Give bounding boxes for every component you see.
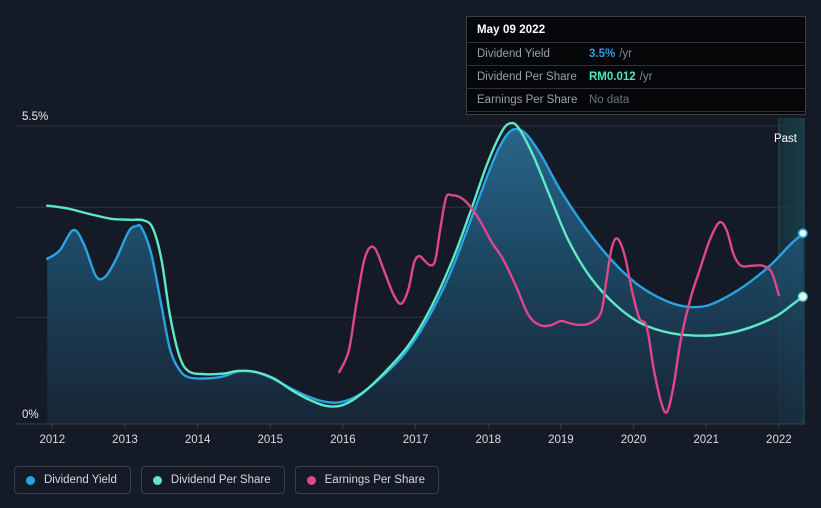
tooltip-row-label: Dividend Yield	[477, 48, 550, 60]
series-lines	[46, 121, 805, 414]
legend-item-label: Dividend Yield	[44, 474, 117, 486]
legend-item-label: Earnings Per Share	[324, 474, 425, 486]
series-end-markers	[797, 228, 808, 302]
tooltip-row: Earnings Per Share No data	[467, 88, 805, 112]
tooltip-row-suffix: /yr	[619, 48, 632, 60]
y-axis-tick-label: 5.5%	[22, 111, 48, 123]
x-axis-tick-label: 2013	[112, 434, 138, 446]
tooltip-date: May 09 2022	[477, 24, 546, 36]
chart-legend: Dividend Yield Dividend Per Share Earnings…	[14, 466, 439, 494]
x-axis-tick-label: 2021	[693, 434, 719, 446]
x-axis-tick-label: 2019	[548, 434, 574, 446]
tooltip-row: Dividend Per Share RM0.012/yr	[467, 65, 805, 88]
tooltip-row-label: Dividend Per Share	[477, 71, 577, 83]
x-axis-tick-label: 2022	[766, 434, 792, 446]
legend-color-dot-icon	[306, 475, 316, 485]
tooltip-row-suffix: /yr	[639, 71, 653, 83]
x-axis-tick-label: 2014	[185, 434, 211, 446]
x-axis-tick-label: 2012	[40, 434, 66, 446]
chart-plot-area: 0%5.5% 2012 2013 2014 2015 2016 2017 2018 2019 2…	[16, 111, 808, 446]
x-axis-tick-label: 2015	[257, 434, 283, 446]
legend-item-label: Dividend Per Share	[170, 474, 271, 486]
legend-item-earnings-per-share[interactable]: Earnings Per Share	[294, 466, 439, 494]
legend-color-dot-icon	[26, 475, 35, 485]
legend-item-dividend-per-share[interactable]: Dividend Per Share	[140, 466, 285, 494]
x-axis-tick-label: 2018	[475, 434, 501, 446]
tooltip-rows: Dividend Yield 3.5%/yr Dividend Per Share R…	[467, 42, 805, 112]
series-area-fill	[47, 128, 803, 424]
legend-item-dividend-yield[interactable]: Dividend Yield	[14, 466, 131, 494]
tooltip-row-label: Earnings Per Share	[477, 94, 578, 106]
chart-tooltip: May 09 2022 Dividend Yield 3.5%/yr Dividen…	[466, 16, 806, 115]
past-label: Past	[774, 133, 798, 145]
tooltip-row-value: 3.5%	[589, 48, 616, 60]
tooltip-row-value: RM0.012	[589, 71, 636, 83]
x-axis-tick-label: 2020	[621, 434, 647, 446]
y-axis-tick-label: 0%	[22, 409, 39, 421]
legend-color-dot-icon	[152, 475, 162, 485]
tooltip-row-value: No data	[589, 94, 630, 106]
x-axis-tick-label: 2017	[403, 434, 429, 446]
y-axis-ticks: 0% 5.5%	[22, 111, 48, 421]
x-axis-tick-label: 2016	[330, 434, 356, 446]
x-axis-ticks: 2012 2013 2014 2015 2016 2017 2018 2019 2020 2021…	[16, 423, 805, 446]
tooltip-row: Dividend Yield 3.5%/yr	[467, 42, 805, 65]
